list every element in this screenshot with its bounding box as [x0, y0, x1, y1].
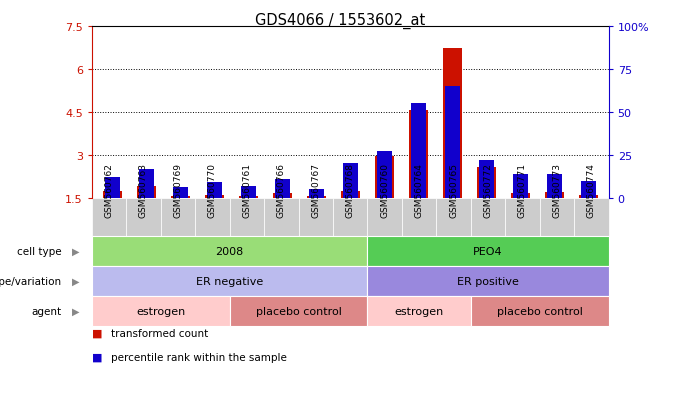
Text: GSM560766: GSM560766	[277, 163, 286, 217]
Text: GSM560769: GSM560769	[173, 163, 182, 217]
Text: ▶: ▶	[72, 247, 80, 256]
Bar	[241, 186, 256, 198]
Text: placebo control: placebo control	[497, 306, 583, 316]
Text: GSM560770: GSM560770	[208, 163, 217, 217]
Bar	[103, 192, 122, 198]
Bar	[545, 192, 564, 198]
Bar	[309, 190, 324, 198]
Bar	[275, 179, 290, 198]
Bar	[477, 167, 496, 198]
Text: 2008: 2008	[216, 247, 243, 256]
Bar	[511, 194, 530, 198]
Text: GSM560774: GSM560774	[587, 163, 596, 217]
Bar	[443, 49, 462, 198]
Text: GSM560773: GSM560773	[552, 163, 562, 217]
Text: estrogen: estrogen	[136, 306, 186, 316]
Bar	[445, 87, 460, 198]
Text: GSM560762: GSM560762	[105, 163, 114, 217]
Bar	[579, 195, 598, 198]
Text: ▶: ▶	[72, 306, 80, 316]
Text: ER positive: ER positive	[457, 276, 519, 286]
Bar	[205, 195, 224, 198]
Text: percentile rank within the sample: percentile rank within the sample	[111, 352, 287, 362]
Text: PEO4: PEO4	[473, 247, 503, 256]
Bar	[171, 197, 190, 198]
Bar	[273, 194, 292, 198]
Text: GSM560761: GSM560761	[242, 163, 252, 217]
Text: genotype/variation: genotype/variation	[0, 276, 61, 286]
Bar	[207, 183, 222, 198]
Text: placebo control: placebo control	[256, 306, 341, 316]
Text: estrogen: estrogen	[394, 306, 444, 316]
Text: ■: ■	[92, 328, 102, 338]
Bar	[513, 174, 528, 198]
Bar	[581, 181, 596, 198]
Bar	[343, 164, 358, 198]
Bar	[377, 152, 392, 198]
Text: ■: ■	[92, 352, 102, 362]
Text: GSM560767: GSM560767	[311, 163, 320, 217]
Text: GSM560768: GSM560768	[345, 163, 355, 217]
Text: cell type: cell type	[16, 247, 61, 256]
Text: GSM560764: GSM560764	[415, 163, 424, 217]
Text: ▶: ▶	[72, 276, 80, 286]
Text: GSM560760: GSM560760	[380, 163, 389, 217]
Bar	[409, 111, 428, 198]
Bar	[479, 161, 494, 198]
Text: GSM560763: GSM560763	[139, 163, 148, 217]
Bar	[375, 157, 394, 198]
Bar	[173, 188, 188, 198]
Bar	[139, 169, 154, 198]
Bar	[239, 197, 258, 198]
Text: GDS4066 / 1553602_at: GDS4066 / 1553602_at	[255, 12, 425, 28]
Bar	[105, 178, 120, 198]
Bar	[547, 174, 562, 198]
Text: GSM560765: GSM560765	[449, 163, 458, 217]
Text: GSM560771: GSM560771	[518, 163, 527, 217]
Bar	[411, 104, 426, 198]
Text: ER negative: ER negative	[196, 276, 263, 286]
Text: GSM560772: GSM560772	[483, 163, 492, 217]
Bar	[307, 197, 326, 198]
Bar	[137, 187, 156, 198]
Text: transformed count: transformed count	[111, 328, 208, 338]
Text: agent: agent	[31, 306, 61, 316]
Bar	[341, 191, 360, 198]
